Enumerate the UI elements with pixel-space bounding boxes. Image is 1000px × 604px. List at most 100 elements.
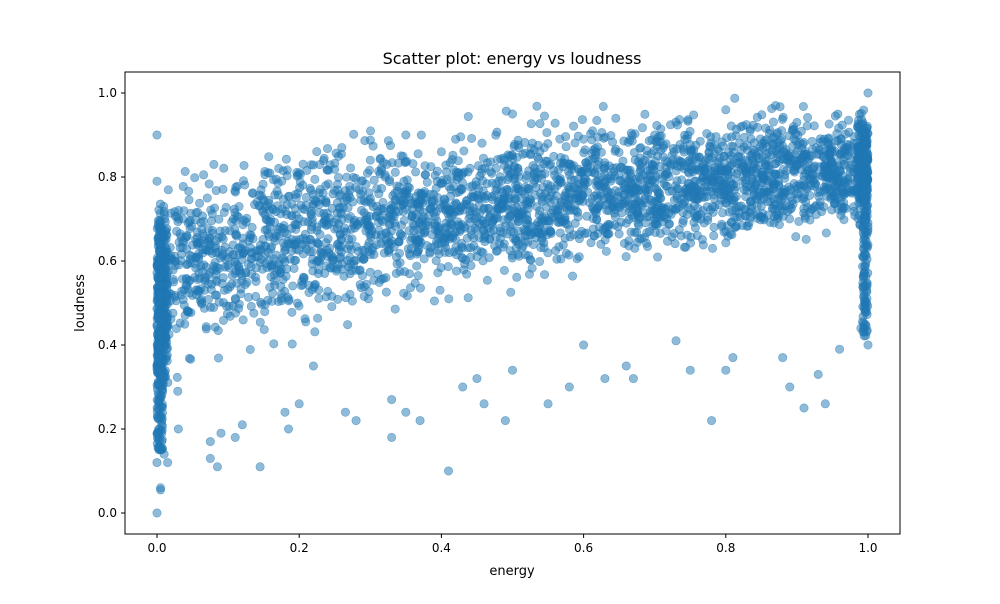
data-point: [511, 234, 521, 244]
data-point: [357, 271, 367, 281]
data-point: [365, 135, 375, 145]
x-tick-label: 0.0: [147, 541, 166, 555]
data-point: [779, 185, 789, 195]
data-point: [611, 113, 621, 123]
data-point: [549, 165, 559, 175]
data-point: [258, 179, 268, 189]
data-point: [794, 216, 804, 226]
data-point: [861, 158, 871, 168]
data-point: [759, 193, 769, 203]
data-point: [524, 269, 534, 279]
data-point: [351, 416, 361, 426]
data-point: [338, 203, 348, 213]
data-point: [255, 257, 265, 267]
data-point: [730, 93, 740, 103]
data-point: [564, 382, 574, 392]
data-point: [281, 154, 291, 164]
data-point: [205, 437, 215, 447]
data-point: [685, 126, 695, 136]
data-point: [526, 119, 536, 129]
data-point: [733, 151, 743, 161]
data-point: [524, 166, 534, 176]
data-point: [191, 263, 201, 273]
data-point: [314, 265, 324, 275]
data-point: [837, 188, 847, 198]
data-point: [710, 140, 720, 150]
data-point: [190, 173, 200, 183]
data-point: [539, 243, 549, 253]
data-point: [592, 116, 602, 126]
data-point: [152, 176, 162, 186]
data-point: [209, 159, 219, 169]
data-point: [225, 247, 235, 257]
data-point: [269, 339, 279, 349]
data-point: [333, 185, 343, 195]
data-point: [287, 199, 297, 209]
data-point: [695, 187, 705, 197]
data-point: [282, 264, 292, 274]
data-point: [163, 458, 173, 468]
data-point: [423, 217, 433, 227]
data-point: [339, 223, 349, 233]
data-point: [251, 291, 261, 301]
data-point: [365, 221, 375, 231]
data-point: [451, 167, 461, 177]
data-point: [574, 252, 584, 262]
data-point: [213, 326, 223, 336]
data-point: [717, 219, 727, 229]
data-point: [698, 206, 708, 216]
data-point: [155, 330, 165, 340]
data-point: [678, 200, 688, 210]
data-point: [435, 285, 445, 295]
data-point: [581, 174, 591, 184]
data-point: [745, 213, 755, 223]
data-point: [319, 153, 329, 163]
data-point: [327, 302, 337, 312]
data-point: [462, 233, 472, 243]
data-point: [430, 221, 440, 231]
data-point: [401, 407, 411, 417]
data-point: [365, 155, 375, 165]
data-point: [155, 247, 165, 257]
data-point: [243, 259, 253, 269]
data-point: [328, 252, 338, 262]
data-point: [373, 269, 383, 279]
data-point: [356, 176, 366, 186]
data-point: [746, 205, 756, 215]
data-point: [413, 224, 423, 234]
data-point: [210, 290, 220, 300]
data-point: [246, 301, 256, 311]
data-point: [614, 229, 624, 239]
data-point: [327, 203, 337, 213]
data-point: [482, 179, 492, 189]
data-point: [552, 204, 562, 214]
data-point: [650, 130, 660, 140]
data-point: [848, 185, 858, 195]
data-point: [858, 271, 868, 281]
data-point: [654, 188, 664, 198]
data-point: [492, 127, 502, 137]
data-point: [457, 242, 467, 252]
data-point: [157, 266, 167, 276]
data-point: [592, 215, 602, 225]
data-point: [294, 245, 304, 255]
data-point: [194, 286, 204, 296]
data-point: [287, 339, 297, 349]
data-point: [321, 261, 331, 271]
data-point: [861, 236, 871, 246]
data-point: [732, 213, 742, 223]
data-point: [193, 274, 203, 284]
data-point: [230, 187, 240, 197]
data-point: [245, 230, 255, 240]
data-point: [287, 307, 297, 317]
data-point: [726, 141, 736, 151]
data-point: [661, 226, 671, 236]
data-point: [858, 140, 868, 150]
data-point: [726, 121, 736, 131]
data-point: [769, 218, 779, 228]
data-point: [467, 133, 477, 143]
data-point: [669, 147, 679, 157]
data-point: [510, 188, 520, 198]
data-point: [272, 186, 282, 196]
data-point: [306, 160, 316, 170]
